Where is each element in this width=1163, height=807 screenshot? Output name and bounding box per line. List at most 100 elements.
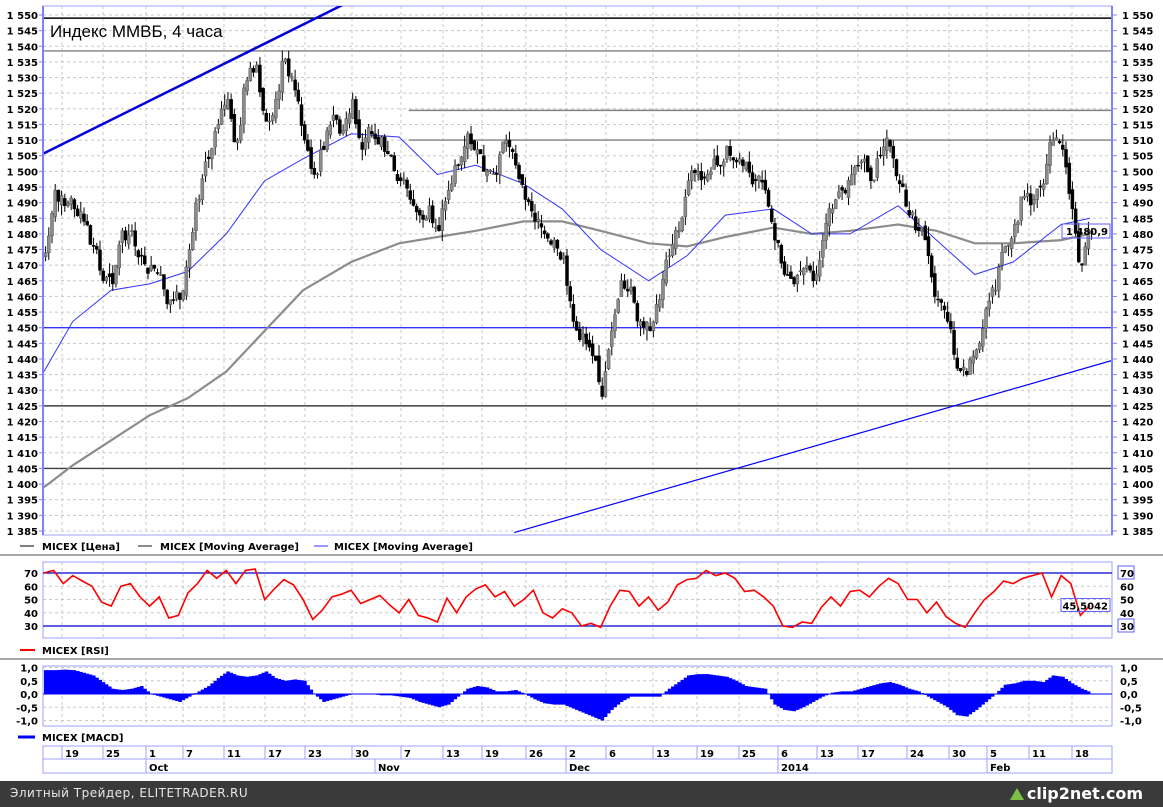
candle-up bbox=[674, 230, 678, 249]
candle-down bbox=[840, 187, 844, 191]
macd-bar bbox=[834, 692, 838, 694]
candle-down bbox=[56, 189, 61, 202]
macd-bar bbox=[1061, 676, 1065, 694]
day-tick-label: 7 bbox=[186, 749, 193, 760]
y-tick-label-right: 1 440 bbox=[1122, 355, 1153, 366]
candle-down bbox=[904, 189, 908, 207]
candle-up bbox=[1032, 199, 1036, 205]
upload-arrow-icon bbox=[1009, 788, 1024, 800]
macd-bar bbox=[578, 694, 582, 712]
y-tick-label-left: 1 435 bbox=[7, 371, 38, 382]
macd-bar bbox=[949, 694, 953, 710]
macd-bar bbox=[974, 694, 979, 710]
candle-down bbox=[792, 277, 796, 285]
candle-up bbox=[1025, 193, 1030, 197]
candle-down bbox=[386, 151, 390, 154]
candle-down bbox=[891, 146, 896, 159]
macd-bar bbox=[632, 694, 637, 697]
candle-down bbox=[568, 286, 572, 302]
legend-ma-fast: MICEX [Moving Average] bbox=[334, 542, 473, 553]
y-tick-label-left: 1 540 bbox=[7, 42, 38, 53]
macd-bar bbox=[843, 691, 848, 694]
y-tick-label-right: 1 495 bbox=[1122, 183, 1153, 194]
y-tick-label-left: 1 510 bbox=[7, 136, 38, 147]
macd-bar bbox=[936, 694, 941, 702]
y-tick-label-right: 1 540 bbox=[1122, 42, 1153, 53]
candle-down bbox=[334, 114, 339, 120]
macd-bar bbox=[463, 691, 467, 694]
candle-down bbox=[1080, 263, 1084, 266]
candle-down bbox=[264, 112, 269, 122]
candle-down bbox=[85, 221, 89, 226]
candle-down bbox=[98, 249, 102, 271]
macd-bar bbox=[383, 694, 387, 696]
macd-bar bbox=[693, 674, 697, 694]
macd-bar bbox=[584, 694, 589, 714]
candle-down bbox=[178, 292, 182, 300]
macd-bar bbox=[728, 678, 733, 694]
candle-up bbox=[961, 366, 966, 371]
macd-bar bbox=[1077, 686, 1081, 694]
candle-up bbox=[117, 244, 121, 269]
candle-down bbox=[530, 201, 534, 212]
candle-up bbox=[830, 208, 835, 214]
y-tick-label-left: 1 475 bbox=[7, 246, 38, 257]
macd-bar bbox=[415, 694, 419, 701]
day-tick-label: 30 bbox=[355, 749, 369, 760]
month-tick-label: Nov bbox=[378, 763, 400, 774]
candle-down bbox=[760, 179, 764, 183]
macd-bar bbox=[197, 691, 202, 694]
macd-bar bbox=[914, 690, 918, 694]
candle-up bbox=[1086, 229, 1091, 249]
candle-up bbox=[846, 180, 851, 198]
footer-text: Элитный Трейдер, ELITETRADER.RU bbox=[10, 786, 249, 800]
macd-bar bbox=[258, 674, 262, 694]
y-tick-label-left: 1 465 bbox=[7, 277, 38, 288]
macd-bar bbox=[344, 694, 349, 696]
candle-down bbox=[693, 170, 697, 173]
macd-bar bbox=[1070, 683, 1075, 694]
candle-up bbox=[968, 359, 972, 375]
y-tick-label-left: 1 450 bbox=[7, 324, 38, 335]
macd-bar bbox=[219, 675, 224, 694]
candle-up bbox=[721, 161, 726, 167]
candle-up bbox=[817, 260, 822, 277]
candle-up bbox=[130, 230, 134, 233]
macd-bar bbox=[306, 685, 310, 694]
y-tick-label-right: 1 385 bbox=[1122, 527, 1153, 538]
candle-down bbox=[261, 88, 265, 111]
day-tick-label: 13 bbox=[446, 749, 460, 760]
candle-up bbox=[1035, 188, 1039, 200]
candle-down bbox=[373, 133, 377, 139]
candle-up bbox=[993, 289, 998, 292]
y-tick-label-left: 1 480 bbox=[7, 230, 38, 241]
macd-bar bbox=[104, 684, 109, 694]
candle-up bbox=[1048, 142, 1052, 166]
y-tick-label-right: 1 545 bbox=[1122, 27, 1153, 38]
candle-up bbox=[1006, 244, 1011, 247]
last-price-label: 1 480,9 bbox=[1066, 227, 1108, 238]
y-tick-label-left: 1 550 bbox=[7, 11, 38, 22]
candle-down bbox=[63, 198, 67, 206]
macd-bar bbox=[1054, 675, 1059, 694]
candle-down bbox=[965, 370, 969, 375]
candle-down bbox=[376, 136, 381, 145]
candle-up bbox=[443, 201, 448, 211]
candle-down bbox=[1077, 231, 1081, 263]
macd-bar bbox=[290, 679, 294, 694]
macd-bar bbox=[642, 694, 646, 697]
price-axes: 1 550 1 550 1 545 1 545 1 540 1 540 1 535 1 535… bbox=[7, 6, 1153, 538]
macd-bar bbox=[495, 691, 499, 694]
candle-down bbox=[133, 230, 137, 247]
macd-bar bbox=[917, 691, 921, 694]
candle-up bbox=[290, 76, 294, 79]
macd-bar bbox=[389, 694, 394, 696]
macd-tick-label-right: 0,0 bbox=[1120, 690, 1138, 701]
macd-bar bbox=[1074, 685, 1078, 694]
candle-up bbox=[325, 130, 329, 150]
macd-bar bbox=[184, 694, 189, 699]
macd-bar bbox=[901, 686, 905, 694]
candle-down bbox=[309, 147, 313, 169]
macd-bar bbox=[280, 679, 285, 694]
macd-bar bbox=[216, 678, 221, 694]
